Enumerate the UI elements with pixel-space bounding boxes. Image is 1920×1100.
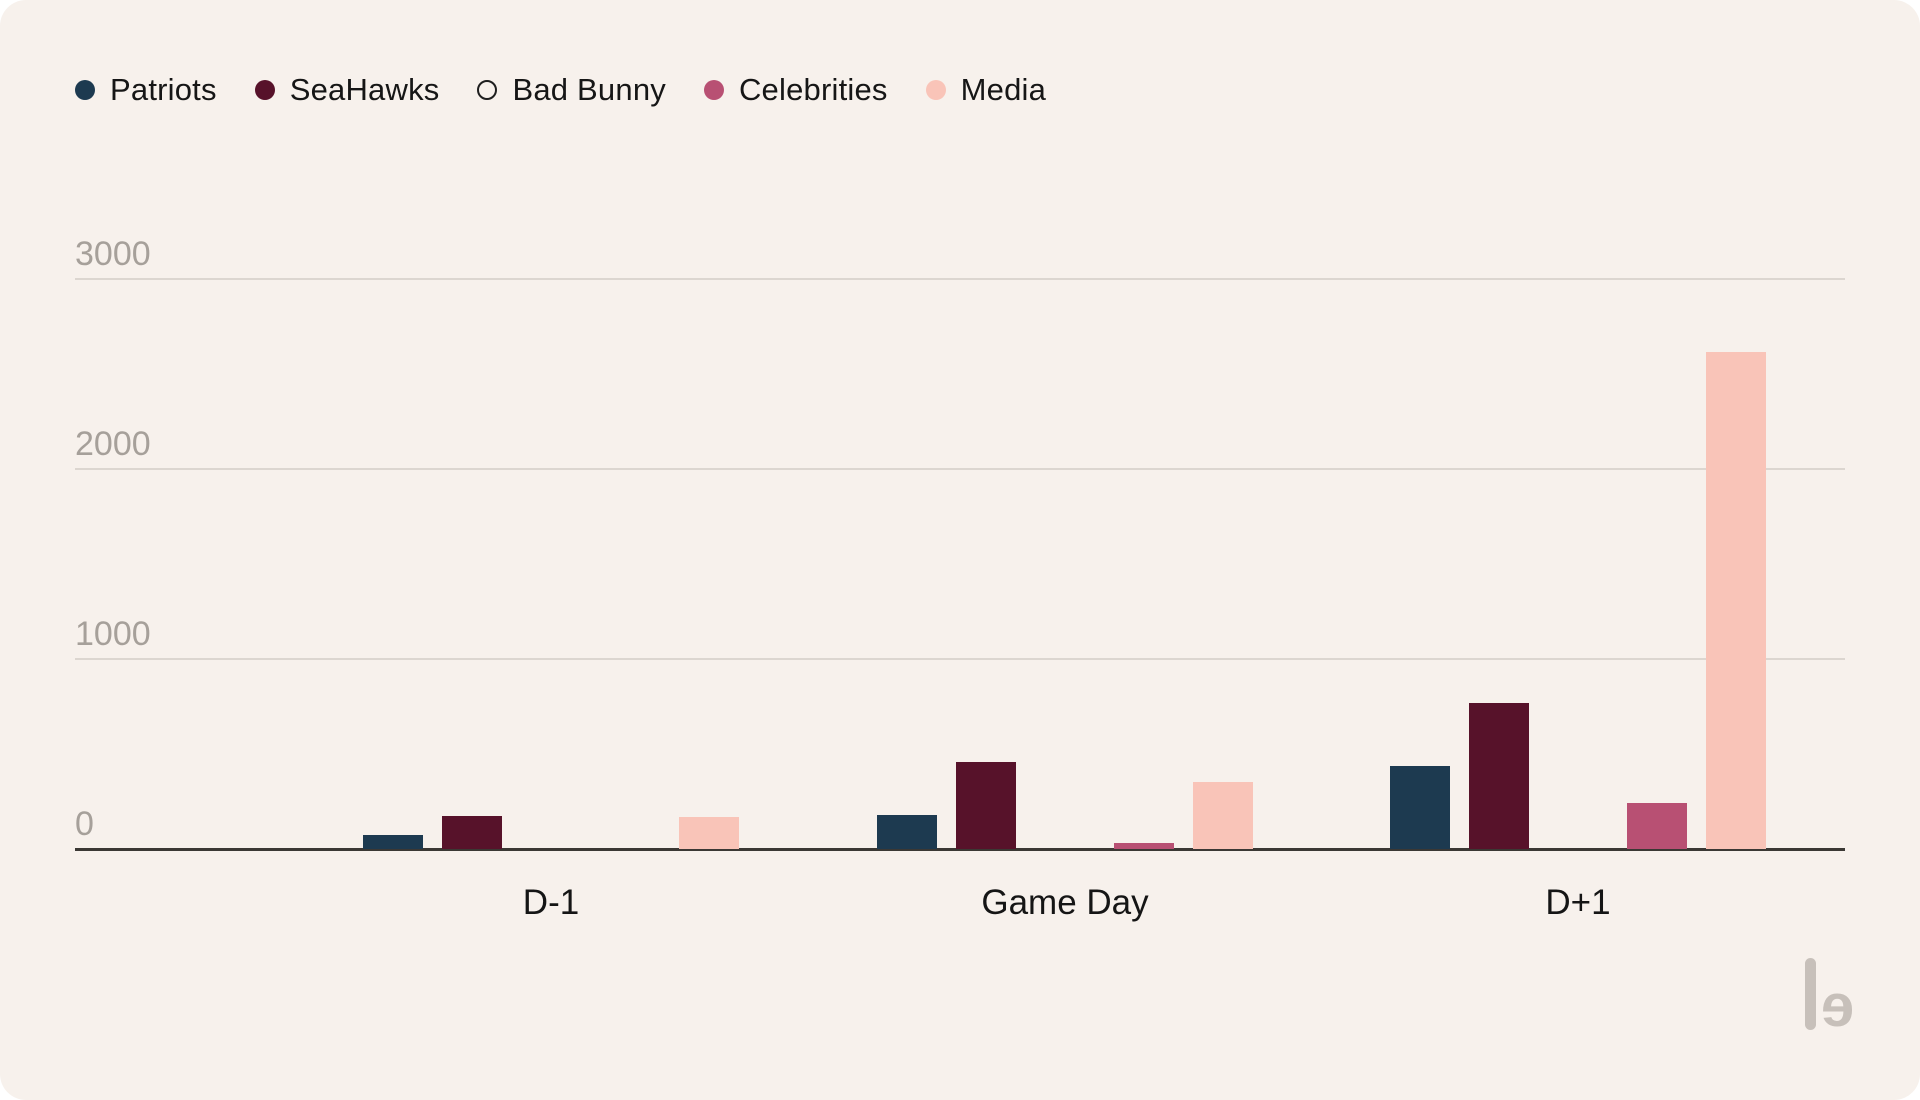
bar-patriots-d-1[interactable] [363, 835, 423, 849]
bar-media-game-day[interactable] [1193, 782, 1253, 849]
legend-item-seahawks[interactable]: SeaHawks [254, 72, 440, 108]
legend-item-label: Celebrities [738, 72, 888, 107]
brand-logo: e [1804, 958, 1854, 1039]
legend-item-bad-bunny[interactable]: Bad Bunny [477, 72, 666, 108]
bar-seahawks-game-day[interactable] [956, 762, 1016, 849]
legend-item-patriots[interactable]: Patriots [75, 72, 217, 108]
brand-logo-bar [1804, 958, 1816, 1030]
legend-hollow-circle-icon [477, 80, 498, 100]
bar-patriots-game-day[interactable] [877, 815, 937, 849]
legend-dot-icon [925, 80, 946, 100]
gridline-2000 [75, 468, 1845, 470]
brand-logo-mirrored-e-icon: e [1820, 971, 1854, 1039]
y-tick-label-1000: 1000 [75, 615, 151, 653]
bar-seahawks-d+1[interactable] [1469, 703, 1529, 849]
legend-dot-icon [703, 80, 724, 100]
bar-seahawks-d-1[interactable] [442, 816, 502, 849]
bar-patriots-d+1[interactable] [1390, 766, 1450, 849]
bar-media-d-1[interactable] [679, 817, 739, 849]
x-axis-line [75, 848, 1845, 851]
legend-item-label: Media [960, 72, 1047, 107]
gridline-3000 [75, 278, 1845, 280]
bar-celebrities-game-day[interactable] [1114, 843, 1174, 849]
bar-media-d+1[interactable] [1706, 352, 1766, 849]
x-axis-label-d-1: D-1 [522, 883, 580, 922]
gridline-1000 [75, 658, 1845, 660]
x-axis-label-d+1: D+1 [1545, 883, 1611, 922]
legend-item-label: Bad Bunny [512, 72, 666, 107]
y-tick-label-0: 0 [75, 805, 94, 843]
legend-item-label: SeaHawks [289, 72, 440, 107]
legend-dot-icon [254, 80, 275, 100]
legend-item-label: Patriots [110, 72, 217, 107]
y-tick-label-2000: 2000 [75, 425, 151, 463]
y-tick-label-3000: 3000 [75, 235, 151, 273]
legend-item-media[interactable]: Media [925, 72, 1047, 108]
bar-celebrities-d+1[interactable] [1627, 803, 1687, 849]
legend-dot-icon [75, 80, 95, 100]
legend: Patriots SeaHawks Bad Bunny Celebrities Medi… [75, 72, 1046, 108]
legend-item-celebrities[interactable]: Celebrities [703, 72, 888, 108]
x-axis-label-game-day: Game Day [981, 883, 1149, 922]
